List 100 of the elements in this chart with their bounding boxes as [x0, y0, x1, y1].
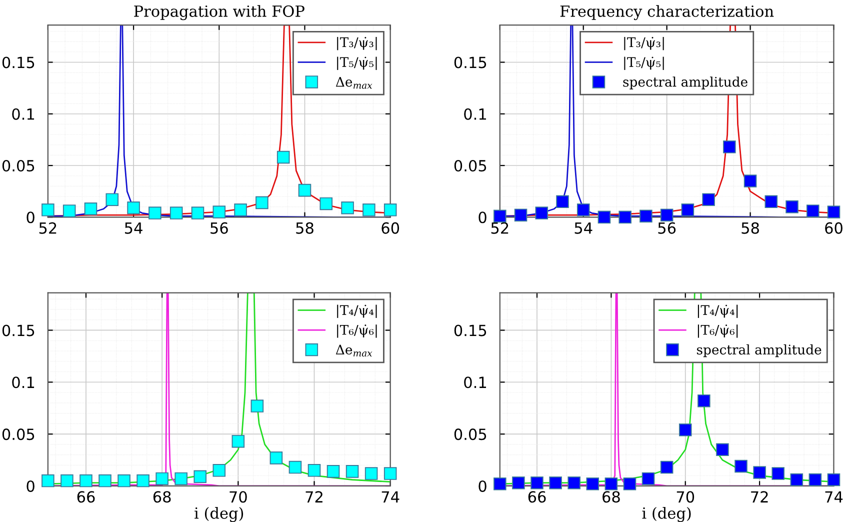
point [530, 476, 544, 490]
y-tick-label: 0.1 [12, 376, 34, 388]
point [604, 478, 618, 490]
legend-label: |T₆/ψ̇₆| [698, 324, 738, 338]
point [212, 464, 226, 477]
legend-label: Δe$_{max}$ [336, 344, 372, 357]
point [118, 474, 130, 488]
x-tick-label: 66 [528, 491, 546, 503]
point [194, 470, 206, 484]
point [84, 202, 98, 216]
y-tick-label: 0.15 [2, 324, 34, 336]
point [678, 424, 692, 436]
point [494, 210, 506, 223]
point [364, 467, 378, 480]
y-tick-label: 0.05 [2, 160, 34, 172]
legend-label: |T₅/ψ̇₅| [337, 56, 377, 70]
x-tick-label: 56 [210, 222, 228, 234]
point [384, 467, 397, 480]
legend-label: Δe$_{max}$ [336, 76, 372, 89]
point [250, 400, 264, 412]
legend-label: |T₅/ψ̇₅| [624, 56, 664, 70]
legend-label: |T₄/ψ̇₄| [337, 304, 377, 318]
point [698, 394, 710, 408]
point [270, 452, 283, 464]
point [576, 204, 590, 216]
legend-label: |T₆/ψ̇₆| [337, 324, 377, 338]
x-tick-label: 70 [230, 491, 247, 503]
x-tick-label: 60 [825, 222, 842, 234]
point [326, 465, 340, 478]
point [827, 473, 840, 486]
x-tick-label: 72 [751, 491, 768, 502]
y-tick-label: 0.15 [454, 324, 486, 336]
point [556, 195, 569, 208]
x-axis-title: i (deg) [194, 507, 244, 522]
legend-label: |T₃/ψ̇₃| [337, 36, 377, 50]
y-tick-label: 0.15 [454, 56, 486, 68]
y-tick-label: 0 [478, 480, 486, 492]
x-tick-label: 66 [77, 491, 95, 503]
point [618, 210, 632, 224]
point [170, 206, 183, 220]
x-tick-label: 52 [39, 222, 56, 234]
point [716, 443, 729, 456]
y-tick-label: 0.05 [454, 160, 486, 172]
y-tick-label: 0.05 [454, 428, 486, 440]
point [734, 460, 748, 473]
y-tick-label: 0.1 [464, 108, 486, 120]
point [702, 193, 715, 206]
point [772, 467, 784, 480]
y-tick-label: 0.05 [2, 428, 34, 440]
point [256, 196, 268, 210]
point [148, 206, 162, 220]
point [308, 464, 321, 477]
x-tick-label: 58 [296, 222, 314, 234]
point [660, 460, 674, 474]
y-tick-label: 0.1 [464, 376, 486, 388]
point [62, 204, 76, 218]
point [660, 208, 674, 222]
point [136, 474, 150, 488]
point [786, 200, 798, 214]
x-tick-label: 68 [153, 491, 171, 503]
x-tick-label: 74 [382, 491, 400, 502]
point [212, 206, 226, 218]
x-axis-title: i (deg) [642, 507, 691, 522]
x-tick-label: 60 [382, 222, 400, 234]
point [790, 473, 804, 486]
point [514, 208, 528, 222]
x-tick-label: 54 [574, 222, 592, 234]
legend-label: spectral amplitude [696, 344, 822, 358]
chart-title: Frequency characterization [560, 5, 774, 20]
y-tick-label: 0.1 [12, 108, 34, 120]
x-tick-label: 70 [676, 491, 694, 503]
legend-label: |T₃/ψ̇₃| [624, 36, 664, 50]
x-tick-label: 68 [602, 491, 620, 503]
point [535, 206, 548, 220]
point [598, 210, 611, 224]
point [384, 204, 397, 216]
y-tick-label: 0 [26, 212, 34, 224]
x-tick-label: 56 [658, 222, 676, 234]
point [60, 474, 74, 488]
y-tick-label: 0.15 [2, 56, 34, 68]
point [341, 201, 354, 214]
x-tick-label: 58 [742, 222, 759, 234]
chart-title: Propagation with FOP [134, 5, 304, 20]
point [362, 204, 376, 216]
point [827, 206, 840, 218]
point [512, 476, 525, 490]
y-tick-label: 0 [478, 212, 486, 224]
point [806, 204, 820, 218]
point [98, 474, 112, 488]
x-tick-label: 74 [825, 491, 843, 502]
point [494, 478, 506, 490]
x-tick-label: 52 [491, 222, 508, 234]
point [320, 197, 333, 210]
point [234, 204, 247, 216]
y-tick-label: 0 [26, 480, 34, 492]
point [640, 210, 652, 223]
point [808, 473, 822, 486]
point [623, 478, 636, 490]
point [276, 150, 290, 164]
point [681, 204, 694, 216]
